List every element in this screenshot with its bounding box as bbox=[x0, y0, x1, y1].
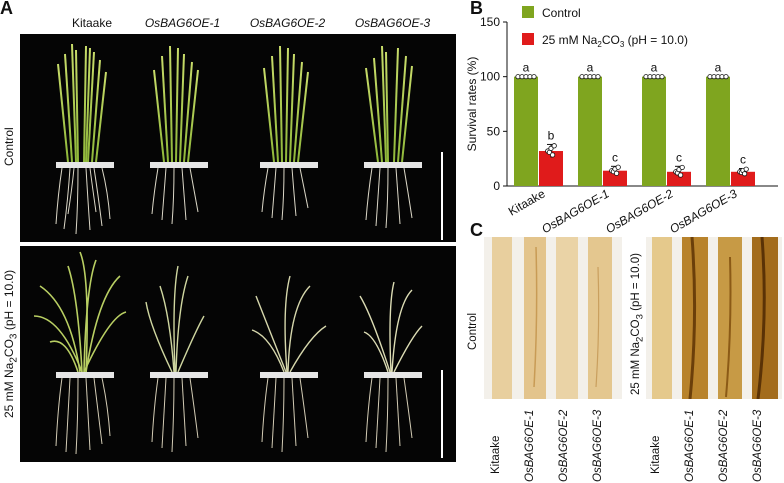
significance-letter: c bbox=[740, 153, 746, 167]
bar bbox=[578, 76, 602, 186]
legend-label-control: Control bbox=[542, 6, 581, 20]
plant-group bbox=[251, 275, 327, 453]
significance-letter: b bbox=[548, 128, 555, 142]
survival-bar-chart: Control 25 mM Na2CO3 (pH = 10.0) 0 50 100 1… bbox=[465, 6, 778, 236]
data-point bbox=[743, 166, 749, 172]
plant-group bbox=[55, 42, 114, 235]
stain-genotype-label: Kitaake bbox=[490, 435, 502, 474]
stain-genotype-label: OsBAG6OE-1 bbox=[684, 409, 696, 482]
significance-letter: a bbox=[651, 61, 658, 75]
control-plant-illustration bbox=[55, 42, 443, 240]
plant-group bbox=[359, 281, 423, 453]
plant-group bbox=[364, 42, 422, 229]
bar bbox=[642, 76, 666, 186]
data-point bbox=[550, 152, 556, 158]
bar bbox=[603, 170, 627, 186]
data-point bbox=[659, 74, 665, 80]
stain-genotype-label: OsBAG6OE-2 bbox=[718, 409, 730, 482]
panel-a-genotype-label: OsBAG6OE-3 bbox=[354, 16, 431, 30]
stain-genotype-label: OsBAG6OE-2 bbox=[558, 409, 570, 482]
data-point bbox=[531, 74, 537, 80]
stain-row-label-treatment: 25 mM Na2CO3 (pH = 10.0) bbox=[630, 253, 646, 395]
significance-letter: c bbox=[676, 150, 682, 164]
significance-letter: a bbox=[587, 61, 594, 75]
control-stain-photo bbox=[484, 237, 622, 399]
control-plant-photo bbox=[20, 34, 456, 242]
y-tick-label: 50 bbox=[487, 124, 501, 138]
bar bbox=[731, 171, 755, 186]
treatment-plant-photo bbox=[20, 246, 456, 462]
scale-bar bbox=[441, 152, 443, 240]
stain-row-label-control: Control bbox=[467, 312, 479, 350]
data-point bbox=[615, 164, 621, 170]
row-label-control: Control bbox=[2, 127, 16, 166]
panel-a-genotype-label: OsBAG6OE-2 bbox=[249, 16, 326, 30]
panel-b-letter: B bbox=[470, 0, 483, 18]
bar bbox=[706, 76, 730, 186]
bars: a b a c a c a c bbox=[514, 61, 755, 186]
treatment-stain-illustration bbox=[652, 237, 778, 399]
legend-swatch-control bbox=[522, 6, 534, 18]
stain-genotype-label: OsBAG6OE-1 bbox=[524, 409, 536, 482]
stain-genotype-label: OsBAG6OE-3 bbox=[752, 409, 764, 482]
x-tick-label: Kitaake bbox=[506, 186, 548, 218]
data-point bbox=[741, 171, 748, 177]
significance-letter: a bbox=[715, 61, 722, 75]
y-axis-label: Survival rates (%) bbox=[465, 57, 479, 152]
plant-group bbox=[33, 251, 127, 455]
plant-group bbox=[260, 45, 318, 221]
data-point bbox=[551, 143, 557, 149]
data-point bbox=[679, 164, 685, 171]
significance-letter: c bbox=[612, 150, 618, 164]
legend-label-treatment: 25 mM Na2CO3 (pH = 10.0) bbox=[542, 33, 688, 49]
data-point bbox=[723, 74, 729, 80]
control-stain-illustration bbox=[492, 237, 612, 399]
data-point bbox=[595, 74, 601, 80]
panel-c-letter: C bbox=[470, 220, 483, 240]
y-ticks: 0 50 100 150 bbox=[480, 15, 507, 193]
plant-group bbox=[145, 265, 208, 453]
y-tick-label: 100 bbox=[480, 70, 500, 84]
x-tick-label: OsBAG6OE-1 bbox=[539, 186, 611, 236]
panel-a-genotype-label: Kitaake bbox=[71, 16, 113, 30]
data-point bbox=[678, 172, 684, 178]
y-tick-label: 0 bbox=[493, 179, 500, 193]
data-point bbox=[614, 170, 620, 176]
scale-bar bbox=[441, 370, 443, 458]
bar bbox=[667, 171, 691, 186]
legend-swatch-treatment bbox=[522, 33, 534, 45]
plant-group bbox=[150, 45, 208, 225]
x-tick-label: OsBAG6OE-2 bbox=[603, 186, 676, 236]
panel-a-letter: A bbox=[0, 0, 13, 18]
treatment-plant-illustration bbox=[33, 251, 443, 458]
stain-genotype-label: OsBAG6OE-3 bbox=[592, 409, 604, 482]
significance-letter: a bbox=[523, 61, 530, 75]
panel-a-genotype-label: OsBAG6OE-1 bbox=[144, 16, 221, 30]
x-tick-label: OsBAG6OE-3 bbox=[667, 186, 740, 236]
y-tick-label: 150 bbox=[480, 15, 500, 29]
stain-genotype-label: Kitaake bbox=[650, 435, 662, 474]
bar bbox=[514, 76, 538, 186]
row-label-treatment: 25 mM Na2CO3 (pH = 10.0) bbox=[2, 269, 20, 418]
treatment-stain-photo bbox=[646, 237, 782, 399]
